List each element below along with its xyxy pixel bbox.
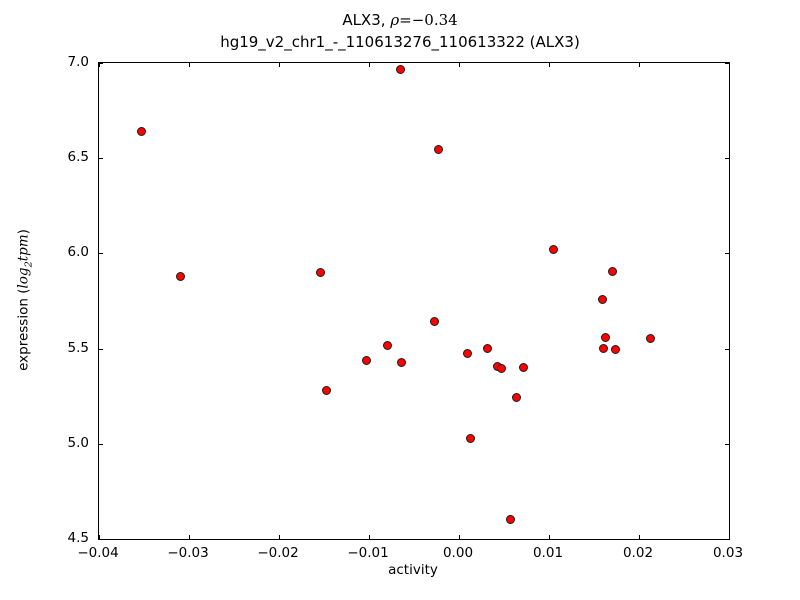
data-point [512,392,522,402]
x-tick-top [369,62,370,67]
data-point [430,317,440,327]
x-tick-label: −0.03 [167,545,209,561]
y-tick-label: 6.5 [67,149,89,166]
data-point [176,271,186,281]
data-point [597,294,607,304]
data-plot-area [99,63,729,539]
x-tick [729,535,730,540]
y-tick-right [725,348,730,350]
title-line-1: ALX3, ρ=−0.34 [0,9,800,31]
x-tick-label: 0.00 [442,545,474,561]
y-axis-label-suffix: ) [15,229,32,235]
y-tick [98,158,103,160]
data-point [598,344,608,354]
data-point [505,514,515,524]
data-point [322,386,332,396]
x-tick-top [729,62,730,67]
data-point [433,145,443,155]
data-point [315,267,325,277]
title-gene-name: ALX3, [342,11,386,29]
data-point [483,344,493,354]
x-tick [99,535,100,540]
x-tick-label: 0.02 [622,545,654,561]
x-tick-label: −0.04 [77,545,119,561]
data-point [549,245,558,255]
data-point [361,355,371,365]
x-tick [279,535,280,540]
y-tick-right [725,539,730,540]
y-tick-label: 4.5 [67,530,89,546]
x-tick-top [549,62,550,67]
plot-axes [98,62,730,540]
x-tick [189,535,190,540]
x-tick-top [189,62,190,67]
x-tick-label: 0.03 [712,545,744,561]
y-axis-label-log: log [15,267,32,289]
title-line-2: hg19_v2_chr1_-_110613276_110613322 (ALX3… [220,33,580,51]
y-tick-label: 6.0 [67,244,89,261]
y-axis-label-prefix: expression ( [15,288,32,371]
y-axis-label: expression (log2tpm) [16,229,35,371]
chart-title: ALX3, ρ=−0.34 hg19_v2_chr1_-_110613276_1… [0,9,800,53]
x-tick-top [279,62,280,67]
x-axis-label: activity [388,562,438,578]
x-tick [459,535,460,540]
x-tick-label: 0.01 [532,545,564,561]
y-tick [98,539,103,540]
rho-value: =−0.34 [399,11,458,29]
x-tick-top [639,62,640,67]
x-tick-top [99,62,100,67]
y-tick-label: 7.0 [67,54,89,70]
x-tick [639,535,640,540]
y-tick-right [725,253,730,255]
data-point [466,433,476,443]
data-point [462,349,472,359]
y-tick-right [725,443,730,445]
y-axis-label-math: log2tpm [15,234,35,289]
y-tick-right [725,158,730,160]
data-point [496,364,506,374]
y-tick-label: 5.5 [67,339,89,356]
y-tick [98,348,103,350]
data-point [519,363,529,373]
rho-symbol: ρ [390,11,400,29]
data-point [396,358,406,368]
data-point [396,64,405,74]
x-tick-top [459,62,460,67]
y-tick [98,63,103,64]
y-axis-label-subscript: 2 [23,261,35,268]
data-point [136,127,146,137]
x-tick-label: −0.02 [257,545,299,561]
y-tick-label: 5.0 [67,434,89,451]
y-tick-right [725,63,730,64]
data-point [607,266,617,276]
x-tick [549,535,550,540]
data-point [646,334,656,344]
y-tick [98,443,103,445]
x-tick-label: −0.01 [347,545,389,561]
data-point [611,344,621,354]
data-point [382,341,392,351]
data-point [601,332,611,342]
y-tick [98,253,103,255]
y-axis-label-tpm: tpm [15,234,32,262]
x-tick [369,535,370,540]
